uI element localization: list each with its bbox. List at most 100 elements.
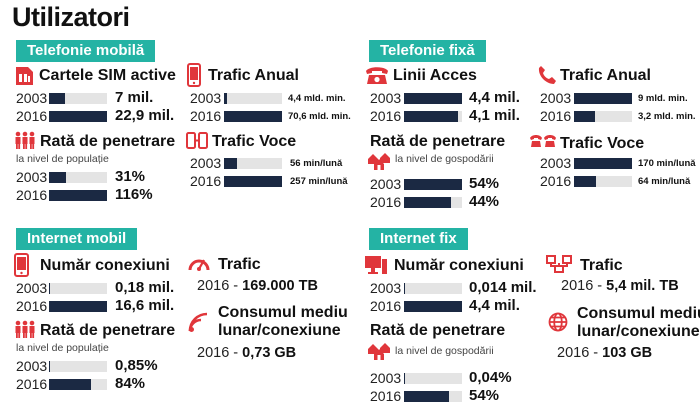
wifi-icon — [188, 312, 208, 332]
mobile-voice-value-2016: 257 min/lună — [290, 176, 348, 187]
fixed-annual-year-2003: 2003 — [540, 90, 572, 106]
fixed-penetration-label: Rată de penetrare — [370, 133, 506, 150]
mobile-annual-value-2016: 70,6 mld. min. — [288, 111, 351, 122]
fixed-voice-bar-2016 — [574, 176, 632, 187]
fixed-pen-bar-2003 — [404, 179, 462, 190]
fi-traffic-value: 2016 - 5,4 mil. TB — [561, 278, 679, 294]
mi-consumption-value: 2016 - 0,73 GB — [197, 345, 297, 361]
speedometer-icon — [188, 259, 210, 271]
fi-conn-value-2003: 0,014 mil. — [469, 279, 537, 296]
bar-fill — [404, 373, 405, 384]
fi-pen-year-2016: 2016 — [370, 388, 402, 404]
people-icon — [15, 131, 35, 149]
fi-pen-value-2003: 0,04% — [469, 369, 512, 386]
bar-fill — [224, 111, 282, 122]
mobile-pen-bar-2016 — [49, 190, 107, 201]
mobile-penetration-sublabel: la nivel de populație — [16, 153, 109, 165]
mi-pen-year-2016: 2016 — [16, 376, 48, 392]
mobile-voice-label: Trafic Voce — [212, 133, 297, 150]
fi-pen-value-2016: 54% — [469, 387, 500, 404]
fi-traffic-label: Trafic — [580, 257, 623, 274]
mobile-pen-value-2003: 31% — [115, 168, 146, 185]
handset-icon — [538, 66, 556, 84]
sim-value-2003: 7 mil. — [115, 89, 154, 106]
fixed-pen-bar-2016 — [404, 197, 462, 208]
mi-conn-bar-2003 — [49, 283, 107, 294]
fixed-pen-year-2003: 2003 — [370, 176, 402, 192]
bar-fill — [404, 93, 462, 104]
mi-pen-bar-2003 — [49, 361, 107, 372]
mobile-pen-year-2003: 2003 — [16, 169, 48, 185]
mi-consumption-label-1: Consumul mediu — [218, 304, 348, 321]
sim-bar-2016 — [49, 111, 107, 122]
mobile-annual-label: Trafic Anual — [208, 67, 299, 84]
mobile-voice-year-2003: 2003 — [190, 155, 222, 171]
houses-icon — [368, 153, 390, 170]
bar-fill — [574, 93, 632, 104]
desktop-computer-icon — [365, 256, 387, 274]
sim-label: Cartele SIM active — [39, 67, 176, 84]
fixed-lines-value-2016: 4,1 mil. — [469, 107, 520, 124]
mi-conn-value-2016: 16,6 mil. — [115, 297, 175, 314]
two-landlines-icon — [530, 135, 556, 147]
mobile-phone-icon — [187, 63, 201, 87]
fixed-pen-value-2016: 44% — [469, 193, 500, 210]
sim-value-2016: 22,9 mil. — [115, 107, 175, 124]
fixed-lines-label: Linii Acces — [393, 67, 477, 84]
fi-connections-label: Număr conexiuni — [394, 257, 524, 274]
fixed-lines-bar-2003 — [404, 93, 462, 104]
fixed-voice-value-2016: 64 min/lună — [638, 176, 691, 187]
bar-fill — [574, 158, 632, 169]
smartphone-icon — [14, 253, 29, 277]
fixed-annual-label: Trafic Anual — [560, 67, 651, 84]
houses-icon — [368, 343, 390, 360]
mi-traffic-value: 2016 - 169.000 TB — [197, 278, 318, 294]
mi-pen-year-2003: 2003 — [16, 358, 48, 374]
fixed-voice-year-2003: 2003 — [540, 155, 572, 171]
bar-fill — [49, 283, 50, 294]
sim-bar-2003 — [49, 93, 107, 104]
fixed-annual-bar-2003 — [574, 93, 632, 104]
mobile-voice-year-2016: 2016 — [190, 173, 222, 189]
globe-icon — [548, 312, 568, 332]
mobile-voice-value-2003: 56 min/lună — [290, 158, 343, 169]
fi-pen-year-2003: 2003 — [370, 370, 402, 386]
bar-fill — [49, 190, 107, 201]
fi-conn-bar-2016 — [404, 301, 462, 312]
fixed-annual-year-2016: 2016 — [540, 108, 572, 124]
page-title: Utilizatori — [12, 2, 130, 32]
bar-fill — [574, 111, 595, 122]
sim-year-2016: 2016 — [16, 108, 48, 124]
fixed-annual-value-2016: 3,2 mld. min. — [638, 111, 696, 122]
fi-pen-bar-2016 — [404, 391, 462, 402]
fi-penetration-label: Rată de penetrare — [370, 322, 506, 339]
fi-conn-bar-2003 — [404, 283, 462, 294]
mobile-annual-year-2003: 2003 — [190, 90, 222, 106]
mi-connections-label: Număr conexiuni — [40, 257, 170, 274]
mi-conn-value-2003: 0,18 mil. — [115, 279, 175, 296]
mobile-penetration-label: Rată de penetrare — [40, 133, 176, 150]
bar-fill — [574, 176, 597, 187]
bar-fill — [49, 301, 107, 312]
section-tag-mobile: Telefonie mobilă — [16, 40, 156, 62]
fixed-voice-label: Trafic Voce — [560, 135, 645, 152]
fixed-voice-value-2003: 170 min/lună — [638, 158, 696, 169]
fixed-annual-bar-2016 — [574, 111, 632, 122]
two-phones-icon — [186, 132, 208, 149]
mi-conn-year-2003: 2003 — [16, 280, 48, 296]
fi-pen-bar-2003 — [404, 373, 462, 384]
bar-fill — [224, 158, 237, 169]
bar-fill — [49, 379, 91, 390]
bar-fill — [404, 391, 450, 402]
fixed-annual-value-2003: 9 mld. min. — [638, 93, 688, 104]
network-icon — [546, 255, 572, 273]
fixed-penetration-sublabel: la nivel de gospodării — [395, 153, 494, 165]
bar-fill — [49, 111, 107, 122]
fixed-pen-year-2016: 2016 — [370, 194, 402, 210]
sim-year-2003: 2003 — [16, 90, 48, 106]
fixed-lines-year-2003: 2003 — [370, 90, 402, 106]
landline-phone-icon — [366, 67, 388, 84]
fi-consumption-label-1: Consumul mediu — [577, 305, 700, 322]
mi-conn-year-2016: 2016 — [16, 298, 48, 314]
fi-consumption-label-2: lunar/conexiune — [577, 323, 700, 340]
